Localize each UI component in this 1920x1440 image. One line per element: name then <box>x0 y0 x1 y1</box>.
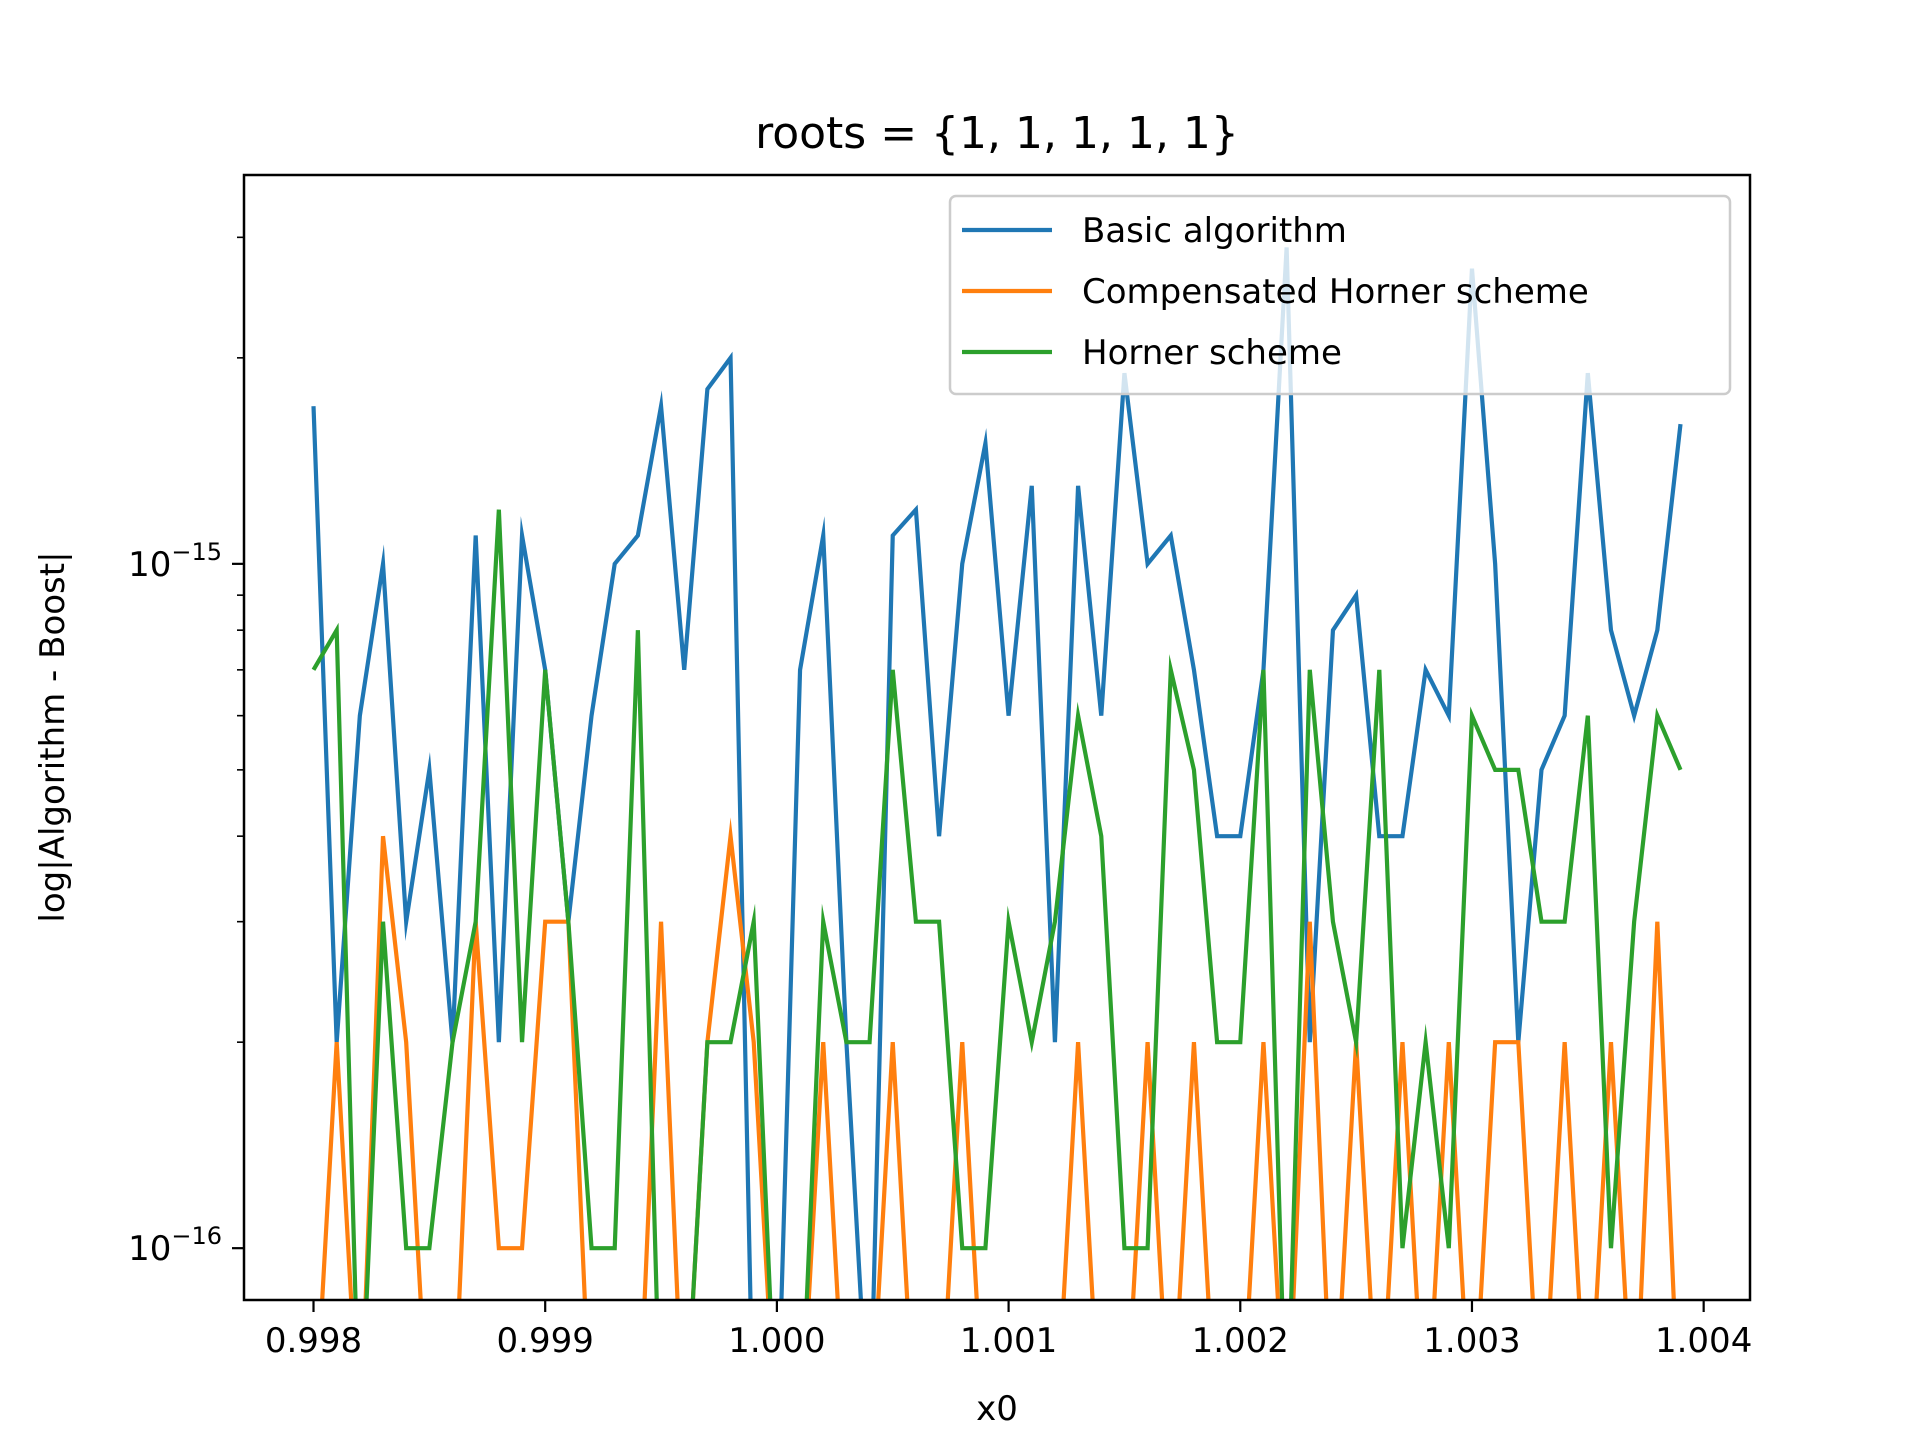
y-tick-label: 10−16 <box>128 1222 222 1269</box>
x-axis: 0.998 0.999 1.000 1.001 1.002 1.003 1.004 <box>265 1300 1752 1361</box>
y-tick-label: 10−15 <box>128 538 222 585</box>
legend: Basic algorithm Compensated Horner scheme… <box>948 194 1732 396</box>
x-tick-label: 1.001 <box>960 1321 1057 1361</box>
series-layer <box>311 247 1683 1300</box>
series-line-1 <box>320 817 1676 1300</box>
x-tick-label: 1.004 <box>1655 1321 1752 1361</box>
legend-label-2: Horner scheme <box>1082 333 1342 373</box>
chart-title: roots = {1, 1, 1, 1, 1} <box>755 108 1239 159</box>
x-tick-label: 0.998 <box>265 1321 362 1361</box>
x-tick-label: 1.003 <box>1423 1321 1520 1361</box>
x-tick-label: 1.000 <box>728 1321 825 1361</box>
series-line-2 <box>311 509 1683 1300</box>
legend-label-1: Compensated Horner scheme <box>1082 272 1589 312</box>
x-tick-label: 1.002 <box>1192 1321 1289 1361</box>
plot-frame <box>242 173 1752 1302</box>
series-line-0 <box>311 247 1683 1300</box>
y-axis-label: log|Algorithm - Boost| <box>33 551 73 922</box>
y-axis: 10−16 10−15 <box>128 236 244 1269</box>
legend-box <box>948 194 1732 396</box>
x-tick-label: 0.999 <box>497 1321 594 1361</box>
x-axis-label: x0 <box>976 1389 1018 1429</box>
legend-label-0: Basic algorithm <box>1082 211 1347 251</box>
